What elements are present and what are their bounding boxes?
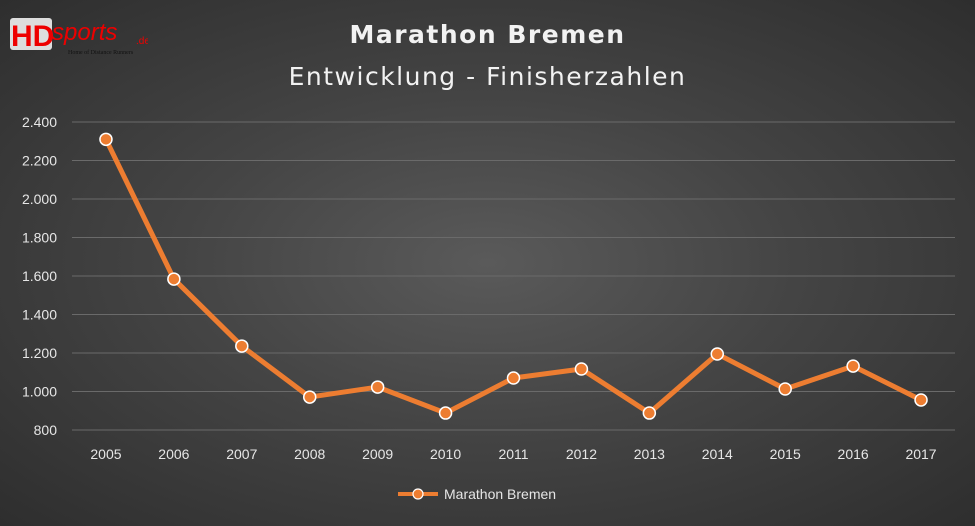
data-point — [235, 339, 249, 353]
data-point — [778, 382, 792, 396]
x-tick-label: 2009 — [362, 446, 393, 462]
x-tick-label: 2014 — [702, 446, 733, 462]
legend-label: Marathon Bremen — [444, 486, 557, 502]
data-point — [506, 371, 521, 385]
y-tick-label: 2.200 — [22, 153, 57, 169]
y-tick-label: 1.800 — [22, 230, 57, 246]
data-point — [99, 132, 113, 147]
y-tick-label: 2.400 — [22, 114, 57, 130]
data-point — [574, 362, 589, 376]
data-point — [914, 393, 928, 407]
data-point — [370, 380, 385, 394]
x-tick-label: 2010 — [430, 446, 461, 462]
y-tick-label: 1.400 — [22, 307, 57, 323]
x-tick-label: 2013 — [634, 446, 665, 462]
x-tick-label: 2017 — [905, 446, 936, 462]
y-tick-label: 1.600 — [22, 268, 57, 284]
y-tick-label: 1.000 — [22, 384, 57, 400]
data-point — [302, 390, 317, 404]
svg-text:.de: .de — [136, 36, 148, 47]
x-tick-label: 2007 — [226, 446, 257, 462]
data-point — [642, 406, 657, 420]
data-point — [438, 406, 453, 420]
legend-marker-icon — [398, 488, 438, 500]
hdsports-logo: HD sports .de Home of Distance Runners — [8, 10, 150, 56]
svg-text:HD: HD — [11, 20, 54, 53]
y-tick-label: 2.000 — [22, 191, 57, 207]
chart-title: Marathon Bremen — [349, 20, 626, 49]
x-tick-label: 2012 — [566, 446, 597, 462]
x-tick-label: 2016 — [838, 446, 869, 462]
x-tick-label: 2015 — [770, 446, 801, 462]
svg-text:sports: sports — [52, 19, 117, 46]
x-tick-label: 2008 — [294, 446, 325, 462]
chart-subtitle: Entwicklung - Finisherzahlen — [288, 62, 687, 91]
svg-text:Home of Distance Runners: Home of Distance Runners — [68, 49, 134, 56]
y-tick-label: 1.200 — [22, 345, 57, 361]
x-tick-label: 2006 — [158, 446, 189, 462]
data-point — [167, 272, 181, 286]
x-tick-label: 2011 — [498, 446, 528, 462]
data-point — [710, 347, 725, 361]
data-point — [846, 359, 860, 373]
y-tick-label: 800 — [34, 422, 58, 438]
x-tick-label: 2005 — [90, 446, 121, 462]
legend: Marathon Bremen — [396, 486, 556, 502]
